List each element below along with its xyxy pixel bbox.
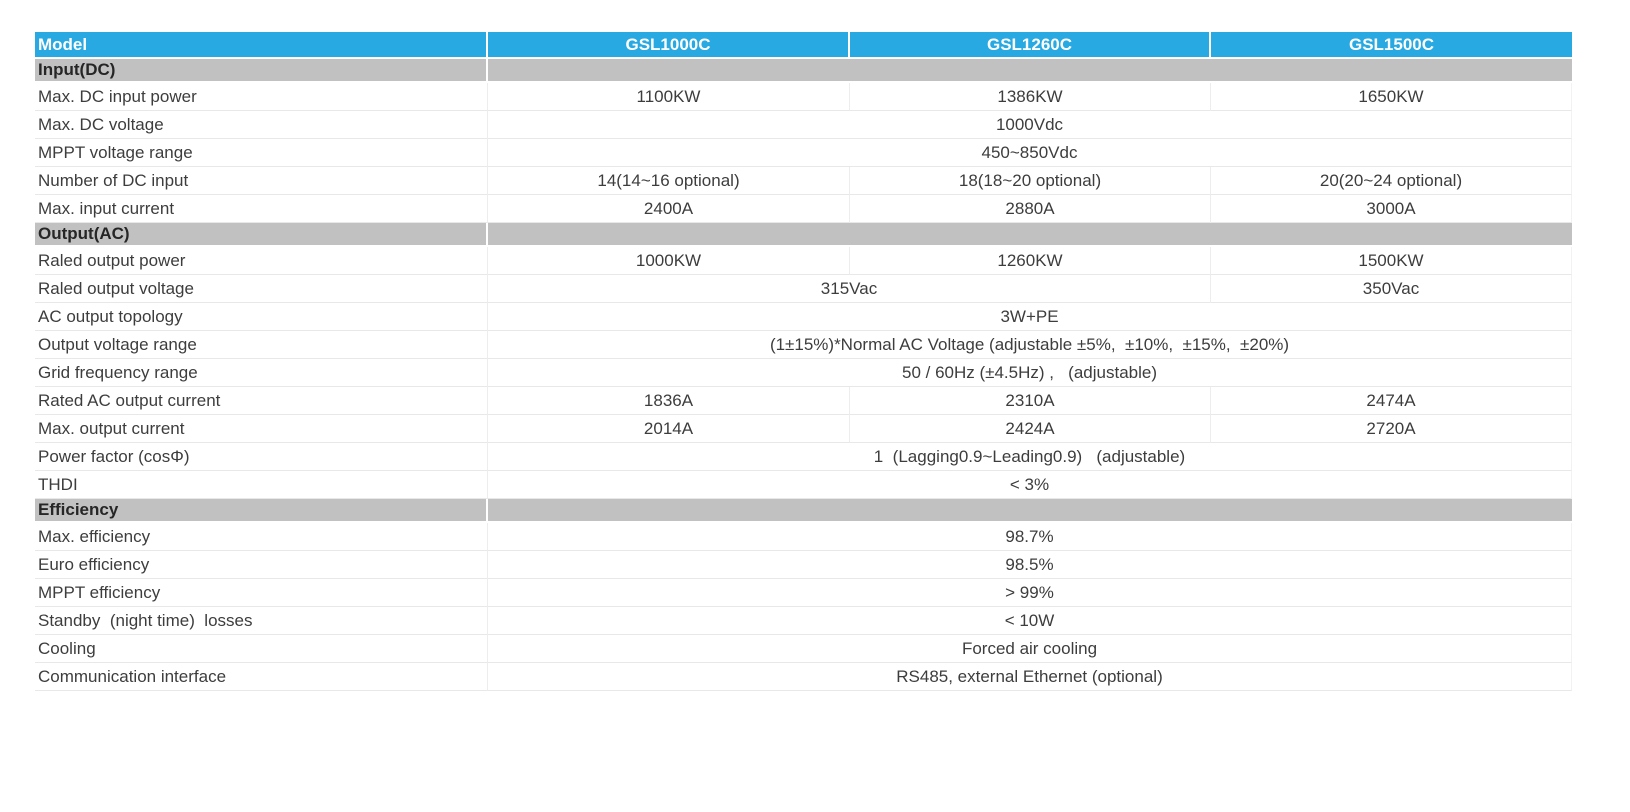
value-cell: 98.7%: [488, 523, 1572, 551]
table-row: Euro efficiency 98.5%: [35, 551, 1572, 579]
value-cell: 1650KW: [1211, 83, 1572, 111]
table-row: Max. DC input power 1100KW 1386KW 1650KW: [35, 83, 1572, 111]
table-row: Max. input current 2400A 2880A 3000A: [35, 195, 1572, 223]
table-row: Cooling Forced air cooling: [35, 635, 1572, 663]
value-cell: 2720A: [1211, 415, 1572, 443]
value-cell: 2474A: [1211, 387, 1572, 415]
row-label: Communication interface: [35, 663, 488, 691]
value-cell: 3W+PE: [488, 303, 1572, 331]
value-cell: 2400A: [488, 195, 850, 223]
row-label: MPPT efficiency: [35, 579, 488, 607]
value-cell: 14(14~16 optional): [488, 167, 850, 195]
value-cell: 98.5%: [488, 551, 1572, 579]
table-row: Max. DC voltage 1000Vdc: [35, 111, 1572, 139]
table-row: Power factor (cosΦ) 1 (Lagging0.9~Leading…: [35, 443, 1572, 471]
table-row: Output voltage range (1±15%)*Normal AC Vo…: [35, 331, 1572, 359]
row-label: Rated AC output current: [35, 387, 488, 415]
value-cell: 450~850Vdc: [488, 139, 1572, 167]
table-row: Number of DC input 14(14~16 optional) 18(1…: [35, 167, 1572, 195]
model-name-gsl1260c: GSL1260C: [850, 32, 1211, 59]
row-label: Max. DC voltage: [35, 111, 488, 139]
row-label: Max. efficiency: [35, 523, 488, 551]
section-row-filler: [488, 59, 1572, 83]
value-cell: 1100KW: [488, 83, 850, 111]
row-label: Max. output current: [35, 415, 488, 443]
table-row: Raled output voltage 315Vac 350Vac: [35, 275, 1572, 303]
value-cell: (1±15%)*Normal AC Voltage (adjustable ±5…: [488, 331, 1572, 359]
value-cell: 2014A: [488, 415, 850, 443]
value-cell: 50 / 60Hz (±4.5Hz) , (adjustable): [488, 359, 1572, 387]
section-row-filler: [488, 499, 1572, 523]
table-row: AC output topology 3W+PE: [35, 303, 1572, 331]
table-row: Rated AC output current 1836A 2310A 2474A: [35, 387, 1572, 415]
row-label: Number of DC input: [35, 167, 488, 195]
section-title: Input(DC): [35, 59, 488, 83]
row-label: Max. DC input power: [35, 83, 488, 111]
row-label: MPPT voltage range: [35, 139, 488, 167]
table-row: Grid frequency range 50 / 60Hz (±4.5Hz) ,…: [35, 359, 1572, 387]
row-label: Raled output voltage: [35, 275, 488, 303]
value-cell: 350Vac: [1211, 275, 1572, 303]
value-cell: 1000Vdc: [488, 111, 1572, 139]
section-row: Input(DC): [35, 59, 1572, 83]
value-cell: > 99%: [488, 579, 1572, 607]
value-cell: 18(18~20 optional): [850, 167, 1211, 195]
row-label: Cooling: [35, 635, 488, 663]
table-row: Max. efficiency 98.7%: [35, 523, 1572, 551]
row-label: Max. input current: [35, 195, 488, 223]
section-title: Output(AC): [35, 223, 488, 247]
table-row: Communication interface RS485, external E…: [35, 663, 1572, 691]
spec-table-body: Input(DC) Max. DC input power 1100KW 1386KW…: [35, 59, 1572, 691]
row-label: Raled output power: [35, 247, 488, 275]
table-row: Standby (night time) losses < 10W: [35, 607, 1572, 635]
row-label: AC output topology: [35, 303, 488, 331]
value-cell: < 3%: [488, 471, 1572, 499]
value-cell: 3000A: [1211, 195, 1572, 223]
model-name-gsl1000c: GSL1000C: [488, 32, 850, 59]
row-label: Standby (night time) losses: [35, 607, 488, 635]
row-label: Grid frequency range: [35, 359, 488, 387]
value-cell: 1260KW: [850, 247, 1211, 275]
value-cell: RS485, external Ethernet (optional): [488, 663, 1572, 691]
value-cell: 1500KW: [1211, 247, 1572, 275]
value-cell: 2310A: [850, 387, 1211, 415]
value-cell: 1386KW: [850, 83, 1211, 111]
row-label: THDI: [35, 471, 488, 499]
model-name-gsl1500c: GSL1500C: [1211, 32, 1572, 59]
value-cell: 1 (Lagging0.9~Leading0.9) (adjustable): [488, 443, 1572, 471]
table-row: Raled output power 1000KW 1260KW 1500KW: [35, 247, 1572, 275]
section-row: Output(AC): [35, 223, 1572, 247]
table-row: Max. output current 2014A 2424A 2720A: [35, 415, 1572, 443]
model-column-header: Model: [35, 32, 488, 59]
value-cell: < 10W: [488, 607, 1572, 635]
value-cell: 1836A: [488, 387, 850, 415]
section-row: Efficiency: [35, 499, 1572, 523]
model-header-row: Model GSL1000C GSL1260C GSL1500C: [35, 32, 1572, 59]
row-label: Euro efficiency: [35, 551, 488, 579]
table-row: MPPT efficiency > 99%: [35, 579, 1572, 607]
value-cell: 2424A: [850, 415, 1211, 443]
table-row: THDI < 3%: [35, 471, 1572, 499]
value-cell: 20(20~24 optional): [1211, 167, 1572, 195]
section-title: Efficiency: [35, 499, 488, 523]
value-cell: 2880A: [850, 195, 1211, 223]
section-row-filler: [488, 223, 1572, 247]
row-label: Output voltage range: [35, 331, 488, 359]
value-cell: Forced air cooling: [488, 635, 1572, 663]
value-cell: 315Vac: [488, 275, 1211, 303]
table-row: MPPT voltage range 450~850Vdc: [35, 139, 1572, 167]
row-label: Power factor (cosΦ): [35, 443, 488, 471]
inverter-spec-table: Model GSL1000C GSL1260C GSL1500C Input(D…: [35, 32, 1572, 691]
value-cell: 1000KW: [488, 247, 850, 275]
